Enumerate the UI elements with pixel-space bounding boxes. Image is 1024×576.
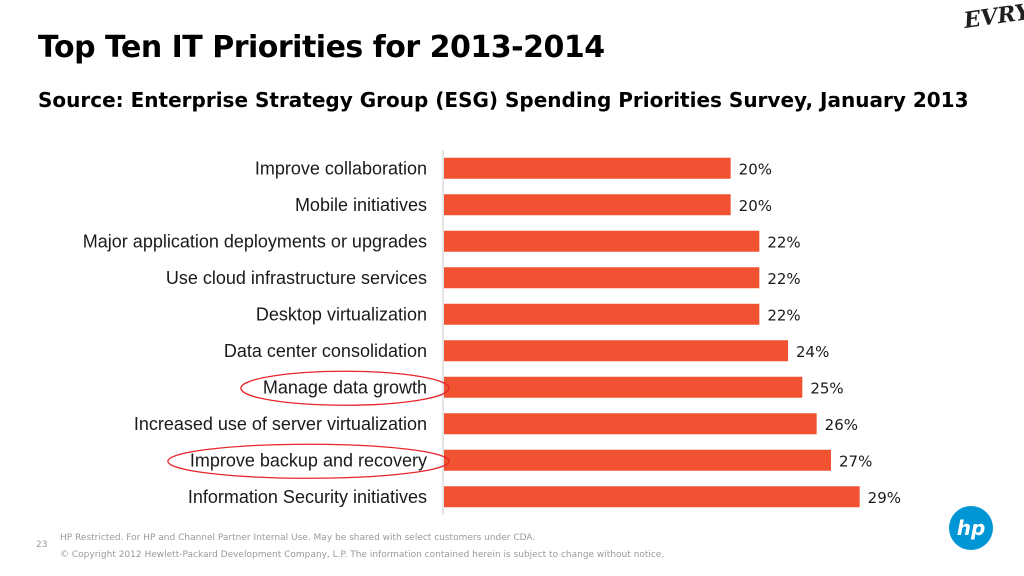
hp-logo-circle bbox=[949, 506, 993, 550]
chart-bar bbox=[444, 157, 731, 179]
hp-logo: hp bbox=[949, 506, 993, 550]
chart-value-label: 20% bbox=[739, 197, 772, 215]
chart-bar bbox=[444, 230, 760, 252]
chart-bar bbox=[444, 376, 803, 398]
chart-category-label: Major application deployments or upgrade… bbox=[83, 231, 427, 251]
page-title: Top Ten IT Priorities for 2013-2014 bbox=[38, 30, 605, 65]
chart-value-label: 20% bbox=[739, 160, 772, 178]
highlight-ellipse bbox=[167, 443, 450, 479]
chart-category-label: Desktop virtualization bbox=[256, 304, 427, 324]
chart-bar bbox=[444, 194, 731, 216]
chart-category-label: Data center consolidation bbox=[224, 341, 427, 361]
page-number: 23 bbox=[36, 540, 48, 550]
chart-value-label: 25% bbox=[810, 379, 843, 397]
chart-bar bbox=[444, 413, 817, 435]
page-subtitle: Source: Enterprise Strategy Group (ESG) … bbox=[38, 88, 969, 112]
highlight-ellipse bbox=[240, 370, 450, 406]
chart-category-label: Mobile initiatives bbox=[295, 195, 427, 215]
chart-bar bbox=[444, 486, 860, 508]
chart-value-label: 22% bbox=[767, 270, 800, 288]
chart-value-label: 26% bbox=[825, 416, 858, 434]
chart-bar bbox=[444, 449, 831, 471]
chart-category-label: Information Security initiatives bbox=[188, 487, 427, 507]
bar-chart: Improve collaboration 20% Mobile initiativ… bbox=[83, 150, 901, 515]
chart-value-label: 22% bbox=[767, 233, 800, 251]
footer-restricted-notice: HP Restricted. For HP and Channel Partne… bbox=[60, 533, 536, 543]
chart-bar bbox=[444, 340, 788, 362]
chart-category-label: Increased use of server virtualization bbox=[134, 414, 427, 434]
chart-category-label: Improve collaboration bbox=[255, 158, 427, 178]
chart-value-label: 22% bbox=[767, 306, 800, 324]
hp-logo-text: hp bbox=[957, 516, 986, 540]
chart-value-label: 24% bbox=[796, 343, 829, 361]
chart-value-label: 27% bbox=[839, 452, 872, 470]
chart-bar bbox=[444, 303, 760, 325]
chart-value-label: 29% bbox=[868, 489, 901, 507]
chart-category-label: Improve backup and recovery bbox=[190, 450, 427, 470]
chart-category-label: Use cloud infrastructure services bbox=[166, 268, 427, 288]
chart-category-label: Manage data growth bbox=[263, 377, 427, 397]
footer-copyright: © Copyright 2012 Hewlett-Packard Develop… bbox=[60, 550, 665, 560]
chart-bar bbox=[444, 267, 760, 289]
